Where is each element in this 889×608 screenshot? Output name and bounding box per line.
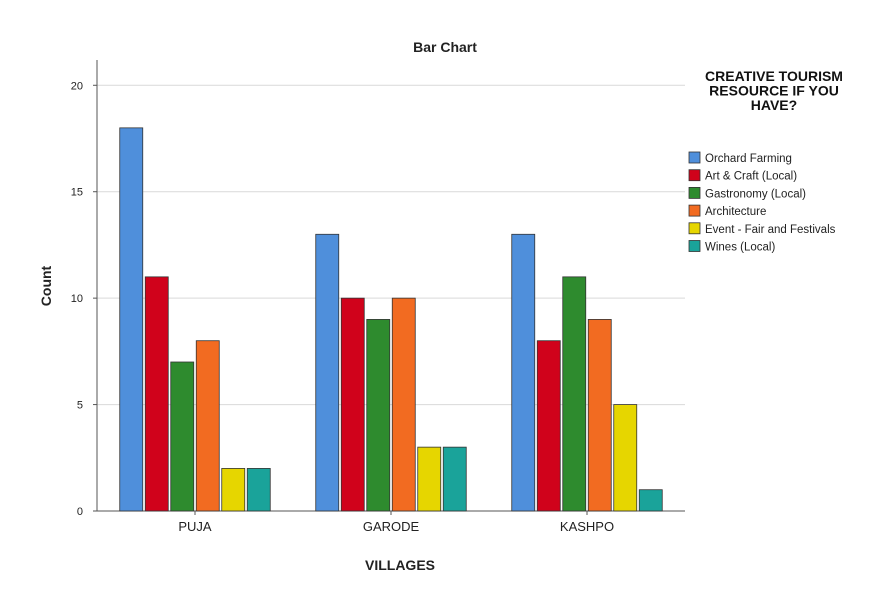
bar	[391, 297, 416, 512]
legend-item-label: Gastronomy (Local)	[705, 188, 806, 200]
legend-title: CREATIVE TOURISM RESOURCE IF YOU HAVE?	[705, 68, 843, 113]
bar	[315, 233, 340, 512]
y-tick-label: 10	[71, 293, 83, 305]
bar	[246, 468, 271, 512]
chart-title: Bar Chart	[413, 39, 477, 55]
bar	[119, 127, 144, 512]
bar	[417, 446, 442, 512]
bar	[170, 361, 195, 512]
legend-item-label: Architecture	[705, 206, 766, 218]
bar	[638, 489, 663, 512]
bar	[366, 319, 391, 512]
bar	[144, 276, 169, 512]
legend-item-label: Wines (Local)	[705, 242, 775, 254]
bar	[195, 340, 220, 512]
legend-swatch	[688, 240, 701, 252]
bar	[221, 468, 246, 512]
y-tick-label: 5	[77, 400, 83, 412]
legend-swatch	[688, 204, 701, 217]
bar	[587, 319, 612, 512]
bar	[613, 404, 638, 512]
bar	[511, 233, 536, 512]
y-tick-label: 20	[71, 80, 83, 92]
bar	[340, 297, 365, 512]
legend: CREATIVE TOURISM RESOURCE IF YOU HAVE? Orch…	[688, 68, 843, 254]
x-tick-label: KASHPO	[560, 519, 614, 534]
legend-swatch	[688, 222, 701, 235]
legend-item-label: Orchard Farming	[705, 153, 792, 165]
y-axis-label: Count	[38, 265, 54, 306]
legend-swatch	[688, 169, 701, 182]
legend-item-label: Event - Fair and Festivals	[705, 224, 836, 236]
x-tick-label: PUJA	[178, 519, 212, 534]
y-tick-label: 15	[71, 187, 83, 199]
legend-swatch	[688, 186, 701, 199]
bar	[442, 446, 467, 512]
y-tick-label: 0	[77, 506, 83, 518]
bar	[536, 340, 561, 512]
legend-swatch	[688, 151, 701, 164]
plot-area: 0 5 10 15 20 PUJA GARODE KASHPO	[71, 60, 685, 534]
legend-item-label: Art & Craft (Local)	[705, 171, 797, 183]
bar	[562, 276, 587, 512]
x-axis-label: VILLAGES	[365, 557, 435, 573]
x-tick-label: GARODE	[363, 519, 420, 534]
